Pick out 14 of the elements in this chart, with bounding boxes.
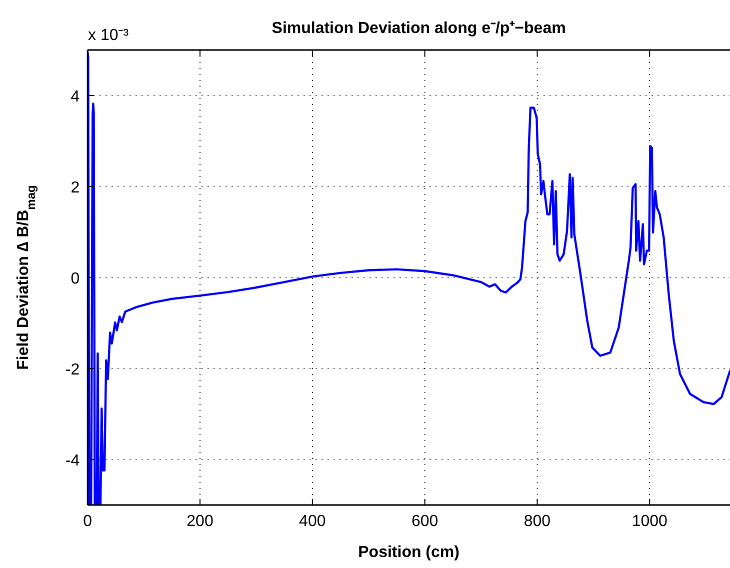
x-tick-label: 600 xyxy=(411,513,438,530)
y-tick-label: 2 xyxy=(70,180,80,196)
y-tick-label: -2 xyxy=(65,362,80,378)
x-tick-label: 200 xyxy=(186,513,214,530)
chart-title: Simulation Deviation along e⁻/p⁺−beam xyxy=(272,20,566,37)
y-tick-label: 0 xyxy=(70,270,80,288)
x-tick-label: 1000 xyxy=(632,513,668,530)
y-tick-label: 4 xyxy=(70,88,80,106)
y-tick-label: -4 xyxy=(65,452,80,470)
x-tick-label: 0 xyxy=(83,513,92,530)
x-tick-label: 800 xyxy=(524,513,551,530)
x-axis-title: Position (cm) xyxy=(358,544,460,561)
x-tick-label: 400 xyxy=(299,513,326,530)
text: x 10⁻³ xyxy=(88,27,130,44)
